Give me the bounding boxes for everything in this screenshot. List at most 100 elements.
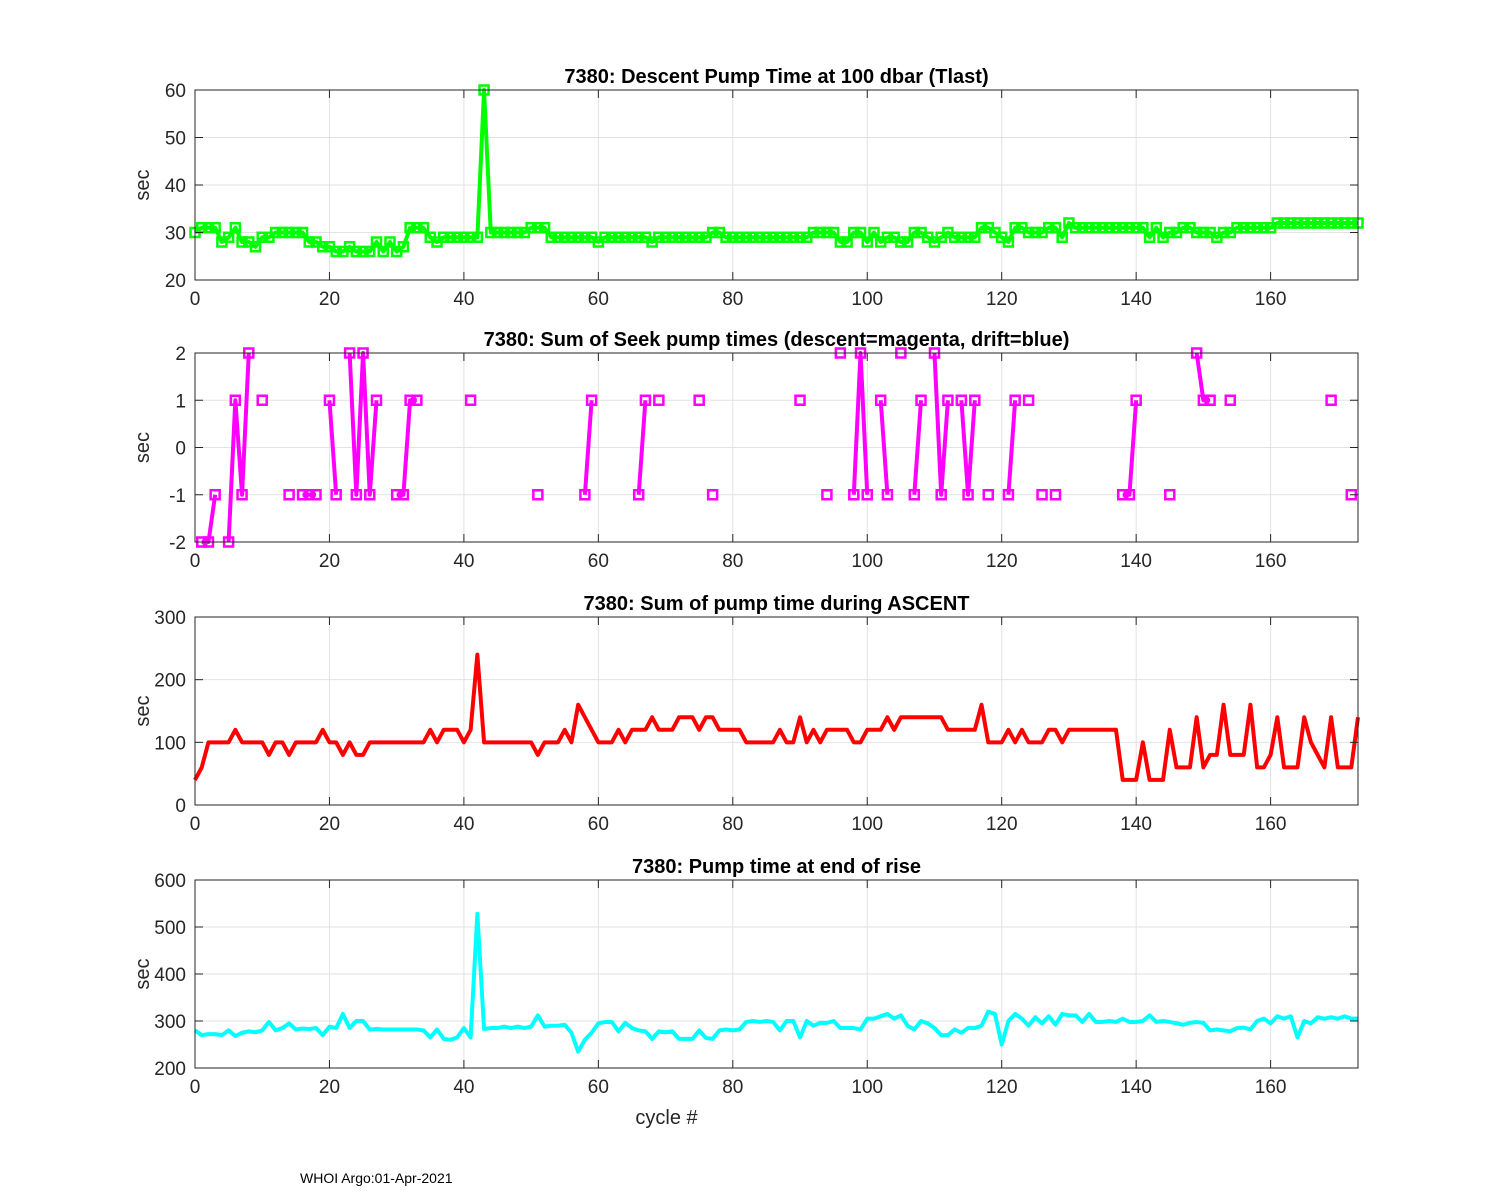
x-tick-label: 0 — [190, 1077, 201, 1098]
data-point-marker — [1164, 226, 1176, 239]
chart-panel-4: 0 20 40 60 80 100 120 140 160 200 300 400 500 600 7380… — [132, 856, 1359, 1129]
data-point-marker — [720, 231, 732, 243]
data-point-marker — [572, 231, 584, 243]
x-tick-label: 140 — [1120, 289, 1152, 310]
x-tick-label: 40 — [453, 814, 474, 835]
x-tick-label: 0 — [190, 289, 201, 310]
data-point-marker — [1164, 489, 1176, 501]
series-line-segment — [636, 400, 648, 495]
data-point-marker — [1130, 394, 1142, 406]
data-point-marker — [1083, 222, 1095, 234]
data-point-marker — [747, 231, 759, 243]
x-tick-label: 20 — [319, 1077, 340, 1098]
data-point-marker — [283, 226, 295, 239]
x-tick-label: 120 — [986, 551, 1018, 572]
data-point-marker — [256, 394, 268, 406]
data-point-marker — [1002, 236, 1015, 248]
data-point-marker — [948, 231, 961, 243]
x-tick-label: 160 — [1255, 1077, 1287, 1098]
chart-title: 7380: Pump time at end of rise — [632, 856, 921, 878]
data-point-marker — [787, 231, 800, 243]
data-point-marker — [330, 489, 342, 501]
chart-title: 7380: Sum of pump time during ASCENT — [584, 593, 970, 615]
chart-title: 7380: Sum of Seek pump times (descent=ma… — [484, 329, 1070, 351]
data-point-marker — [236, 236, 248, 248]
data-point-marker — [1123, 222, 1136, 234]
data-point-marker — [935, 489, 947, 501]
data-point-marker — [1298, 217, 1310, 229]
data-point-marker — [760, 231, 773, 243]
data-point-marker — [1143, 231, 1156, 243]
x-tick-label: 160 — [1255, 814, 1287, 835]
data-point-marker — [1325, 394, 1337, 406]
data-point-marker — [834, 236, 847, 248]
y-tick-label: 300 — [154, 1012, 186, 1033]
data-point-marker — [780, 231, 793, 243]
x-tick-label: 20 — [319, 289, 340, 310]
data-point-marker — [357, 245, 369, 258]
data-point-marker — [612, 231, 625, 243]
data-point-marker — [962, 489, 974, 501]
data-point-marker — [626, 231, 638, 243]
y-tick-label: 30 — [165, 224, 186, 245]
data-point-marker — [1231, 222, 1243, 234]
data-point-marker — [532, 489, 544, 501]
data-point-marker — [579, 489, 591, 501]
y-tick-label: 200 — [154, 671, 186, 692]
data-point-marker — [498, 226, 510, 239]
data-point-marker — [451, 231, 463, 243]
data-point-marker — [249, 241, 262, 253]
axes-box — [194, 616, 1359, 806]
series-line-segment — [226, 352, 251, 543]
data-point-marker — [202, 222, 215, 234]
data-point-marker — [384, 236, 396, 248]
data-point-marker — [417, 222, 430, 234]
data-point-marker — [706, 489, 719, 501]
x-tick-label: 20 — [319, 814, 340, 835]
data-point-marker — [1345, 217, 1358, 229]
data-point-marker — [290, 226, 302, 239]
data-point-marker — [1116, 489, 1129, 501]
data-point-marker — [1197, 394, 1210, 406]
data-point-marker — [209, 222, 221, 234]
x-tick-label: 60 — [588, 814, 609, 835]
data-point-marker — [767, 231, 779, 243]
footer-note: WHOI Argo:01-Apr-2021 — [300, 1170, 453, 1186]
data-point-marker — [753, 231, 766, 243]
x-tick-label: 100 — [851, 1077, 883, 1098]
data-point-marker — [1103, 222, 1116, 234]
data-point-marker — [1305, 217, 1317, 229]
data-point-marker — [330, 245, 342, 258]
data-point-marker — [505, 226, 517, 239]
data-point-marker — [653, 394, 665, 406]
x-tick-label: 120 — [986, 1077, 1018, 1098]
x-axis-label: cycle # — [635, 1107, 698, 1129]
data-point-marker — [861, 236, 874, 248]
x-tick-label: 60 — [588, 551, 609, 572]
data-point-marker — [848, 226, 860, 239]
data-point-marker — [653, 231, 665, 243]
data-point-marker — [639, 394, 652, 406]
data-point-marker — [209, 489, 221, 501]
y-tick-label: 50 — [165, 129, 186, 150]
data-point-marker — [1002, 489, 1015, 501]
data-point-marker — [538, 222, 551, 234]
data-point-marker — [525, 222, 537, 234]
data-point-marker — [464, 231, 477, 243]
data-point-marker — [1332, 217, 1344, 229]
y-axis-label: sec — [132, 958, 154, 989]
x-tick-label: 100 — [851, 551, 883, 572]
data-point-marker — [296, 489, 309, 501]
data-point-marker — [491, 226, 504, 239]
x-tick-label: 160 — [1255, 289, 1287, 310]
data-point-marker — [693, 231, 705, 243]
data-point-marker — [955, 394, 968, 406]
data-point-marker — [1096, 222, 1109, 234]
data-point-marker — [666, 231, 679, 243]
y-tick-label: 60 — [165, 81, 186, 102]
data-point-marker — [1022, 394, 1035, 406]
data-point-marker — [1137, 222, 1149, 234]
y-axis-label: sec — [132, 432, 154, 463]
x-tick-label: 140 — [1120, 814, 1152, 835]
